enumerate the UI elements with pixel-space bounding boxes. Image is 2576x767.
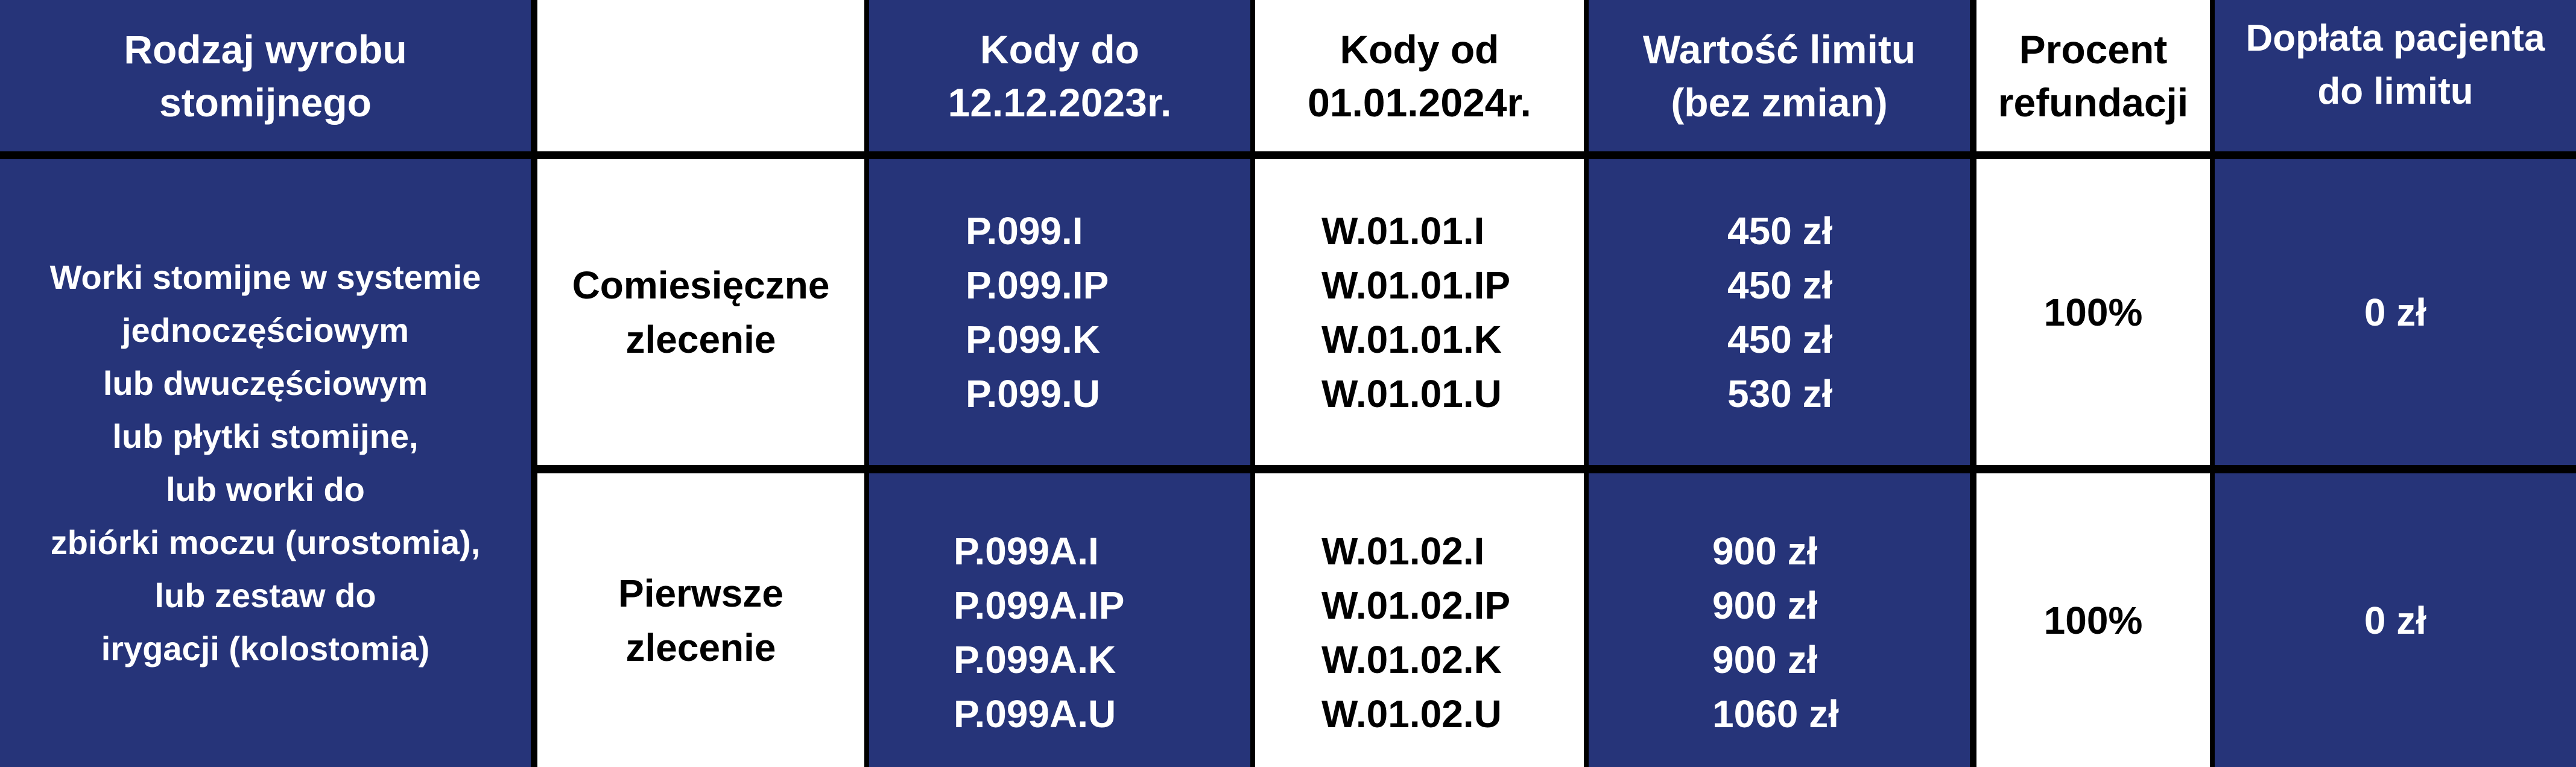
- limit-value: 450 zł: [1727, 263, 1833, 307]
- limits-first: 900 zł 900 zł 900 zł 1060 zł: [1589, 473, 1970, 767]
- copay-value: 0 zł: [2364, 598, 2427, 642]
- header-product-type: Rodzaj wyrobu stomijnego: [0, 0, 531, 151]
- copay-value: 0 zł: [2364, 290, 2427, 334]
- header-new-codes: Kody od 01.01.2024r.: [1255, 0, 1584, 151]
- limits-monthly: 450 zł 450 zł 450 zł 530 zł: [1589, 159, 1970, 465]
- code: P.099.I: [966, 209, 1083, 253]
- header-empty: [537, 0, 864, 151]
- product-line: lub worki do: [166, 470, 365, 508]
- new-codes-monthly: W.01.01.I W.01.01.IP W.01.01.K W.01.01.U: [1255, 159, 1584, 465]
- product-line: irygacji (kolostomia): [101, 630, 430, 668]
- order-type-text: zlecenie: [625, 625, 776, 669]
- limit-value: 450 zł: [1727, 317, 1833, 361]
- refund-value: 100%: [2043, 290, 2143, 334]
- product-line: Worki stomijne w systemie: [49, 258, 481, 296]
- old-codes-first: P.099A.I P.099A.IP P.099A.K P.099A.U: [869, 473, 1250, 767]
- code: P.099.IP: [966, 263, 1109, 307]
- product-line: lub dwuczęściowym: [103, 364, 428, 402]
- header-text: stomijnego: [159, 80, 372, 125]
- code: P.099A.IP: [954, 583, 1125, 627]
- order-type-text: Pierwsze: [618, 571, 783, 615]
- limit-value: 530 zł: [1727, 371, 1833, 415]
- limit-value: 450 zł: [1727, 209, 1833, 253]
- copay-monthly: 0 zł: [2215, 159, 2576, 465]
- code: W.01.02.I: [1321, 529, 1485, 573]
- code: P.099A.I: [954, 529, 1099, 573]
- code: W.01.02.K: [1321, 637, 1502, 681]
- limit-value: 900 zł: [1712, 529, 1818, 573]
- header-text: 12.12.2023r.: [948, 80, 1172, 125]
- header-text: Dopłata pacjenta: [2245, 17, 2545, 59]
- order-type-monthly: Comiesięczne zlecenie: [537, 159, 864, 465]
- product-line: jednoczęściowym: [121, 311, 410, 349]
- header-old-codes: Kody do 12.12.2023r.: [869, 0, 1250, 151]
- product-line: lub zestaw do: [154, 576, 376, 614]
- order-type-first: Pierwsze zlecenie: [537, 473, 864, 767]
- limit-value: 900 zł: [1712, 637, 1818, 681]
- code: W.01.01.I: [1321, 209, 1485, 253]
- code: W.01.01.U: [1321, 371, 1502, 415]
- code: P.099A.K: [954, 637, 1116, 681]
- header-text: 01.01.2024r.: [1308, 80, 1531, 125]
- header-text: Wartość limitu: [1642, 27, 1916, 72]
- header-limit-value: Wartość limitu (bez zmian): [1589, 0, 1970, 151]
- header-patient-copay: Dopłata pacjenta do limitu: [2215, 0, 2576, 151]
- order-type-text: zlecenie: [625, 317, 776, 361]
- header-text: (bez zmian): [1671, 80, 1888, 125]
- refund-monthly: 100%: [1976, 159, 2210, 465]
- header-text: Kody od: [1340, 27, 1499, 72]
- code: W.01.02.U: [1321, 692, 1502, 736]
- copay-first: 0 zł: [2215, 473, 2576, 767]
- header-text: refundacji: [1998, 80, 2189, 125]
- product-description: Worki stomijne w systemie jednoczęściowy…: [0, 159, 531, 767]
- header-text: Kody do: [980, 27, 1139, 72]
- header-text: Procent: [2019, 27, 2168, 72]
- product-line: zbiórki moczu (urostomia),: [50, 523, 481, 561]
- code: W.01.01.IP: [1321, 263, 1511, 307]
- old-codes-monthly: P.099.I P.099.IP P.099.K P.099.U: [869, 159, 1250, 465]
- code: W.01.02.IP: [1321, 583, 1511, 627]
- code: P.099A.U: [954, 692, 1116, 736]
- header-text: Rodzaj wyrobu: [124, 27, 407, 72]
- code: P.099.U: [966, 371, 1100, 415]
- new-codes-first: W.01.02.I W.01.02.IP W.01.02.K W.01.02.U: [1255, 473, 1584, 767]
- header-text: do limitu: [2317, 71, 2473, 112]
- limit-value: 1060 zł: [1712, 692, 1839, 736]
- product-line: lub płytki stomijne,: [112, 417, 419, 455]
- order-type-text: Comiesięczne: [572, 263, 830, 307]
- limit-value: 900 zł: [1712, 583, 1818, 627]
- code: P.099.K: [966, 317, 1100, 361]
- refund-first: 100%: [1976, 473, 2210, 767]
- header-refund-percent: Procent refundacji: [1976, 0, 2210, 151]
- refund-value: 100%: [2043, 598, 2143, 642]
- code: W.01.01.K: [1321, 317, 1502, 361]
